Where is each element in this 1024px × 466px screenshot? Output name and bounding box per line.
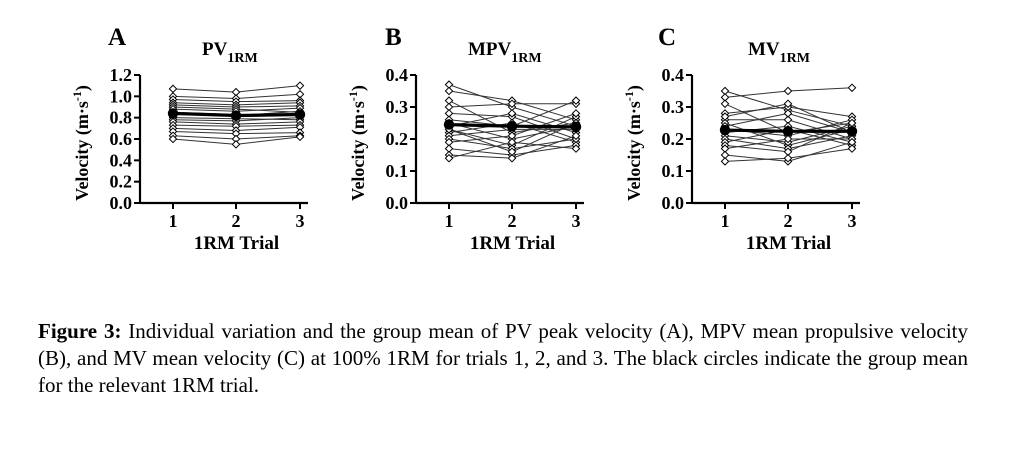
panel-c: C MV1RM 0.0 0.1 0.2 0.3 0.4 1 2 3 1RM Trial Velocit… (622, 24, 860, 254)
individual-point (444, 86, 454, 96)
mean-point (719, 124, 731, 136)
individual-point (783, 134, 793, 144)
y-axis-label-close: ) (624, 85, 645, 91)
panel-b: B MPV1RM 0.0 0.1 0.2 0.3 0.4 1 2 3 1RM Trial Veloci… (346, 24, 584, 254)
y-tick-label: 1.0 (110, 86, 133, 106)
figure-caption: Figure 3: Individual variation and the g… (38, 318, 968, 399)
y-axis-label-close: ) (72, 85, 93, 91)
x-axis-label: 1RM Trial (194, 233, 279, 254)
individual-point (507, 147, 517, 157)
x-tick-label: 1 (445, 211, 454, 231)
panel-title: PV1RM (202, 39, 258, 66)
y-tick-label: 0.0 (662, 193, 685, 213)
individual-point (295, 81, 305, 90)
individual-point (231, 140, 241, 149)
x-tick-label: 3 (572, 211, 581, 231)
x-axis-label: 1RM Trial (746, 233, 831, 254)
y-tick-label: 0.3 (386, 97, 409, 117)
y-tick-label: 0.4 (662, 65, 685, 85)
mean-point (506, 121, 518, 132)
panel-title-main: MV (748, 39, 780, 60)
y-tick-label: 0.0 (386, 193, 409, 213)
panel-title-subscript: 1RM (227, 51, 257, 66)
individual-point (571, 144, 581, 153)
panel-title-main: PV (202, 39, 228, 60)
y-axis-label-main: Velocity (m·s (624, 101, 645, 201)
y-tick-label: 1.2 (110, 65, 133, 85)
panel-title-subscript: 1RM (780, 51, 810, 66)
y-axis-label-superscript: -1 (70, 91, 84, 101)
individual-point (847, 83, 857, 93)
mean-point (294, 109, 306, 120)
individual-point (720, 157, 730, 166)
individual-point (295, 132, 305, 142)
y-tick-label: 0.8 (110, 108, 133, 128)
x-tick-label: 1 (169, 211, 178, 231)
individual-point (507, 99, 517, 109)
y-axis-label-close: ) (348, 85, 369, 91)
individual-point (720, 112, 730, 121)
panel-title-subscript: 1RM (511, 51, 541, 66)
individual-point (783, 109, 793, 118)
panel-letter: B (385, 24, 402, 51)
y-axis-label-superscript: -1 (622, 91, 636, 101)
x-tick-label: 3 (296, 211, 305, 231)
y-axis-label: Velocity (m·s-1) (346, 85, 369, 201)
individual-point (720, 99, 730, 109)
individual-point (168, 84, 178, 94)
individual-point (168, 134, 178, 144)
y-tick-label: 0.0 (110, 193, 133, 213)
individual-point (783, 86, 793, 96)
y-axis-label: Velocity (m·s-1) (622, 85, 645, 201)
x-tick-label: 2 (232, 211, 241, 231)
panel-letter: C (658, 24, 676, 51)
y-tick-label: 0.1 (386, 161, 409, 181)
y-tick-label: 0.4 (110, 150, 133, 170)
mean-point (230, 110, 242, 121)
y-tick-label: 0.1 (662, 161, 685, 181)
y-axis-label: Velocity (m·s-1) (70, 85, 93, 201)
caption-text: Individual variation and the group mean … (38, 319, 968, 397)
mean-point (570, 121, 582, 133)
individual-point (847, 144, 857, 153)
mean-point (443, 119, 455, 130)
panel-title: MV1RM (748, 39, 810, 66)
caption-label: Figure 3: (38, 319, 122, 343)
x-axis-label: 1RM Trial (470, 233, 555, 254)
panel-title-main: MPV (468, 39, 512, 60)
mean-point (167, 108, 179, 119)
y-tick-label: 0.3 (662, 97, 685, 117)
y-tick-label: 0.4 (386, 65, 409, 85)
y-tick-label: 0.2 (662, 129, 685, 149)
x-tick-label: 1 (721, 211, 730, 231)
y-axis-label-main: Velocity (m·s (72, 101, 93, 201)
individual-point (507, 153, 517, 163)
individual-point (783, 99, 793, 109)
individual-point (783, 153, 793, 163)
individual-point (507, 137, 517, 147)
y-axis-label-main: Velocity (m·s (348, 101, 369, 201)
individual-point (571, 109, 581, 118)
x-tick-label: 2 (508, 211, 517, 231)
panel-title: MPV1RM (468, 39, 542, 66)
figure-3: A PV1RM 0.0 0.2 0.4 0.6 0.8 1.0 1.2 1 2 3 1RM Trial V… (70, 24, 860, 254)
y-axis-label-superscript: -1 (346, 91, 360, 101)
y-tick-label: 0.6 (110, 129, 133, 149)
x-tick-label: 2 (784, 211, 793, 231)
individual-point (444, 153, 454, 163)
y-tick-label: 0.2 (386, 129, 409, 149)
panel-a: A PV1RM 0.00.20.40.60.81.01.2 1 2 3 1RM Trial V… (70, 24, 308, 254)
individual-point (507, 109, 517, 118)
individual-point (571, 131, 581, 141)
y-tick-label: 0.2 (110, 172, 133, 192)
panel-letter: A (108, 24, 126, 51)
individual-point (571, 96, 581, 105)
x-tick-label: 3 (848, 211, 857, 231)
mean-point (782, 126, 794, 137)
mean-point (846, 126, 858, 137)
